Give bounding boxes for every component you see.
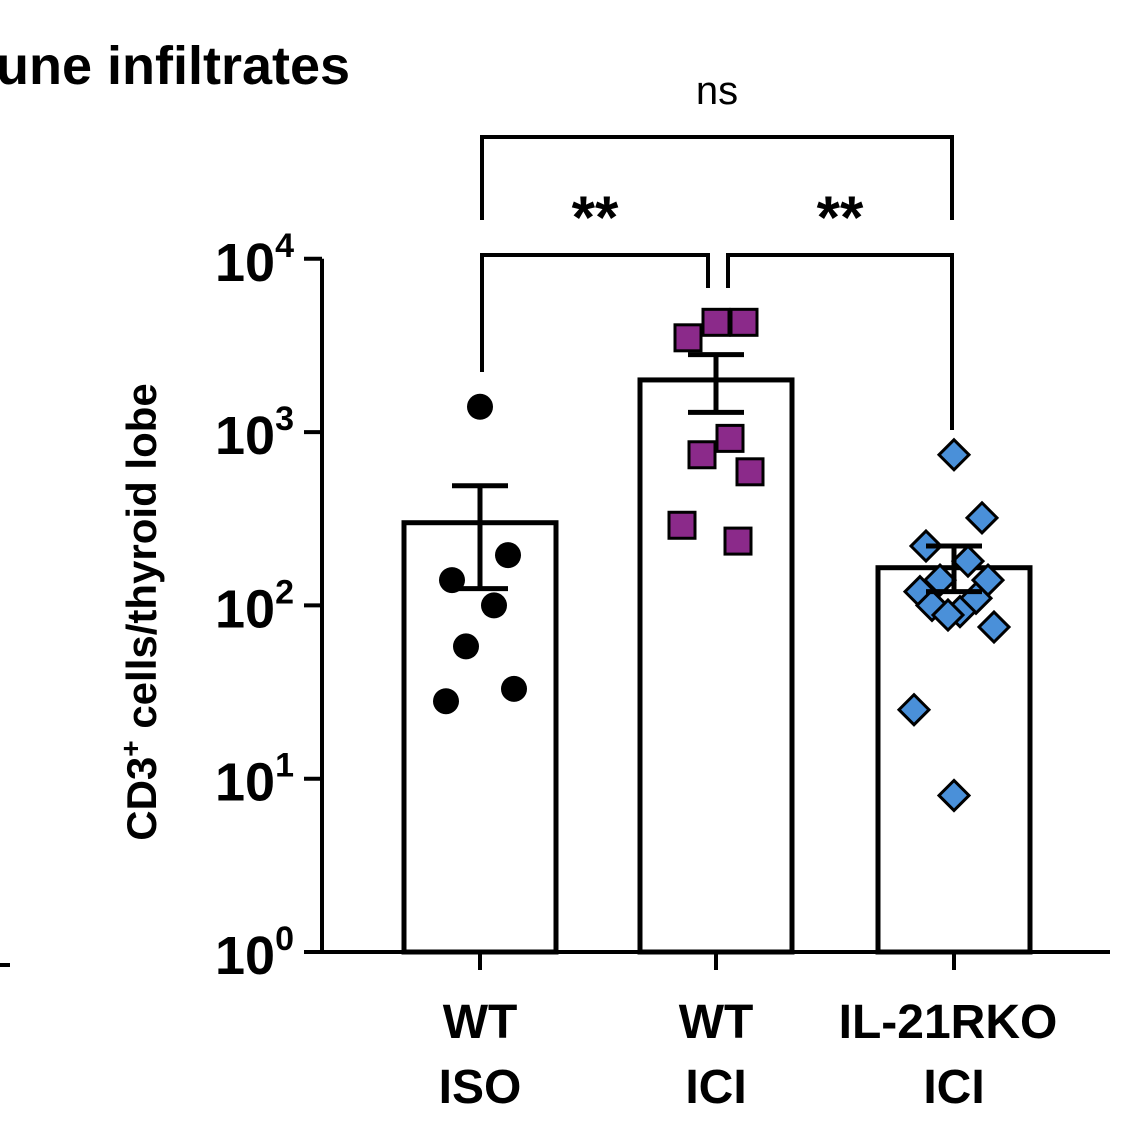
point-g1-1 <box>729 307 759 337</box>
significance-bracket-0 <box>480 253 710 372</box>
x-label-0-line1: WT <box>443 996 518 1049</box>
y-tick-label-0: 100 <box>215 920 294 986</box>
point-g1-4 <box>687 440 717 470</box>
point-g0-5 <box>501 675 527 702</box>
point-g2-1 <box>964 500 1000 535</box>
bar-0 <box>401 520 559 955</box>
significance-label-2: ns <box>696 69 738 113</box>
point-g0-3 <box>481 592 507 619</box>
significance-label-0: ** <box>572 184 619 251</box>
point-g1-5 <box>735 457 765 487</box>
point-g2-0 <box>936 437 972 472</box>
x-label-2-line2: ICI <box>923 1061 984 1114</box>
significance-bracket-2 <box>480 135 954 220</box>
point-g0-0 <box>467 393 493 420</box>
point-g0-4 <box>453 633 479 660</box>
point-g1-2 <box>673 323 703 353</box>
point-g0-1 <box>495 542 521 569</box>
y-tick-label-2: 102 <box>215 573 294 639</box>
point-g0-6 <box>433 688 459 715</box>
point-g1-0 <box>701 307 731 337</box>
x-label-1-line1: WT <box>679 996 754 1049</box>
panel-title: une infiltrates <box>0 36 350 96</box>
x-label-2-line1: IL-21RKO <box>839 996 1058 1049</box>
point-g2-3 <box>950 544 986 579</box>
point-g2-12 <box>896 692 932 727</box>
y-tick-label-4: 104 <box>215 227 294 293</box>
y-tick-label-3: 103 <box>215 400 294 466</box>
plot-area: 100 101 102 103 104 WT ISO WT ICI IL-21RKO ICI ** **… <box>215 69 1110 1114</box>
significance-bracket-1 <box>726 253 954 430</box>
x-label-1-line2: ICI <box>685 1061 746 1114</box>
point-g2-13 <box>936 778 972 813</box>
x-label-0-line2: ISO <box>439 1061 522 1114</box>
point-g1-3 <box>715 423 745 453</box>
y-axis-label: CD3+ cells/thyroid lobe <box>115 383 165 840</box>
point-g2-11 <box>976 609 1012 645</box>
y-tick-label-1: 101 <box>215 747 294 813</box>
point-g1-6 <box>667 510 697 540</box>
point-g2-10 <box>930 597 966 633</box>
point-g1-7 <box>723 526 753 556</box>
significance-label-1: ** <box>817 184 864 251</box>
